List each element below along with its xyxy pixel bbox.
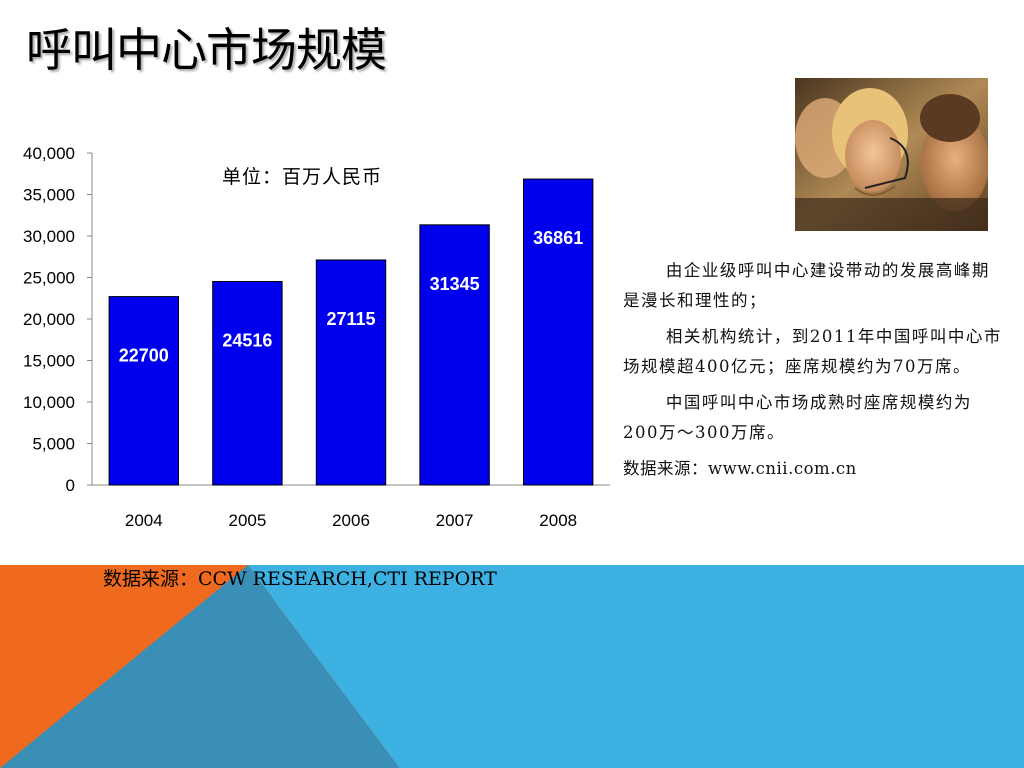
y-tick-label: 15,000 [23, 352, 75, 371]
bar-value-label: 27115 [326, 309, 375, 329]
bar-2005 [212, 281, 283, 486]
y-axis: 0 5,000 10,000 15,000 20,000 25,000 30,000 35,0… [23, 144, 93, 495]
x-tick-label: 2005 [228, 511, 266, 530]
paragraph-1: 由企业级呼叫中心建设带动的发展高峰期是漫长和理性的； [623, 261, 990, 310]
call-center-photo [795, 78, 988, 231]
bar-value-label: 22700 [119, 346, 169, 366]
bar-2004 [108, 296, 180, 486]
y-tick-label: 35,000 [23, 186, 75, 205]
chart-source-label: 数据来源：CCW RESEARCH,CTI REPORT [103, 568, 497, 590]
x-tick-label: 2004 [125, 511, 163, 530]
x-tick-label: 2007 [436, 511, 474, 530]
bar-value-label: 31345 [430, 274, 480, 294]
y-tick-label: 10,000 [23, 393, 75, 412]
y-tick-label: 40,000 [23, 144, 75, 163]
y-tick-label: 20,000 [23, 310, 75, 329]
page-title: 呼叫中心市场规模 [26, 23, 387, 77]
bar-value-label: 36861 [533, 228, 583, 248]
bar-chart: 0 5,000 10,000 15,000 20,000 25,000 30,000 35,0… [23, 144, 610, 530]
background-blue-shape [248, 565, 1024, 768]
text-source: 数据来源：www.cnii.com.cn [623, 459, 857, 478]
x-tick-label: 2006 [332, 511, 370, 530]
bar-2007 [419, 224, 490, 486]
bar-2006 [315, 259, 387, 486]
x-axis: 2004 2005 2006 2007 2008 [92, 484, 610, 530]
background-teal-triangle [0, 565, 400, 768]
y-tick-label: 0 [66, 476, 75, 495]
bar-value-label: 24516 [222, 331, 272, 351]
y-tick-label: 30,000 [23, 227, 75, 246]
bar-2008 [522, 178, 594, 486]
bar-series: 22700 24516 27115 31345 36861 [108, 178, 594, 486]
description-text: 由企业级呼叫中心建设带动的发展高峰期是漫长和理性的； 相关机构统计，到2011年… [623, 256, 1003, 490]
paragraph-2: 相关机构统计，到2011年中国呼叫中心市场规模超400亿元；座席规模约为70万席… [623, 327, 1002, 376]
y-tick-label: 5,000 [32, 435, 75, 454]
unit-label: 单位：百万人民币 [222, 166, 383, 188]
paragraph-3: 中国呼叫中心市场成熟时座席规模约为200万～300万席。 [623, 393, 972, 442]
x-tick-label: 2008 [539, 511, 577, 530]
y-tick-label: 25,000 [23, 269, 75, 288]
